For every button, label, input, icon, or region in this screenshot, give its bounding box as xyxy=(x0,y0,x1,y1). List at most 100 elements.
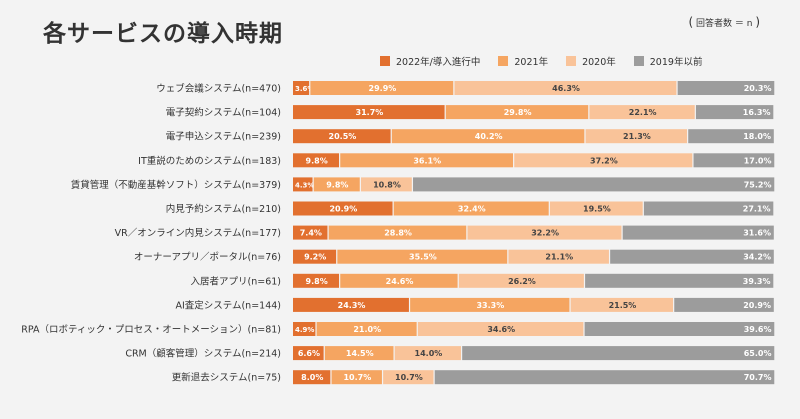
bar-segment-2019 xyxy=(434,370,775,385)
data-label: 10.8% xyxy=(373,180,401,189)
chart-legend: 2022年/導入進行中 2021年 2020年 2019年以前 xyxy=(380,54,720,68)
bar-segment-2020 xyxy=(394,346,461,361)
respondents-note: ( 回答者数 ＝ n ) xyxy=(688,15,760,29)
data-label: 70.7% xyxy=(744,373,772,382)
data-label: 24.3% xyxy=(338,301,366,310)
data-label: 19.5% xyxy=(583,205,611,214)
bar-segment-2022 xyxy=(293,153,340,168)
legend-label-2022: 2022年/導入進行中 xyxy=(396,57,481,68)
data-label: 28.8% xyxy=(384,229,412,238)
bar-segment-2019 xyxy=(585,273,774,288)
data-label: 21.0% xyxy=(353,325,381,334)
bar-segment-2020 xyxy=(467,225,622,240)
bar-segment-2020 xyxy=(417,322,584,336)
bar-segment-2020 xyxy=(508,249,609,264)
data-label: 17.0% xyxy=(744,156,772,165)
respondents-note-text: 回答者数 ＝ n xyxy=(696,19,753,29)
data-label: 4.9% xyxy=(295,326,314,334)
legend-swatch-2021 xyxy=(498,56,509,66)
category-label: IT重説のためのシステム(n=183) xyxy=(138,155,281,167)
bar-segment-2021 xyxy=(328,225,467,240)
data-label: 9.8% xyxy=(306,156,328,165)
data-label: 40.2% xyxy=(475,132,503,141)
bar-segment-2021 xyxy=(393,201,549,216)
data-label: 18.0% xyxy=(743,132,771,141)
bar-segment-2022 xyxy=(293,273,340,288)
bar-segment-2020 xyxy=(570,297,674,312)
bar-segment-2021 xyxy=(410,297,570,312)
bar-segment-2020 xyxy=(549,201,643,216)
bar-segment-2019 xyxy=(413,177,775,192)
data-label: 39.6% xyxy=(744,325,772,334)
data-label: 20.3% xyxy=(744,84,772,93)
data-label: 22.1% xyxy=(629,108,657,117)
data-label: 36.1% xyxy=(413,156,441,165)
category-label: CRM（顧客管理）システム(n=214) xyxy=(125,348,281,360)
category-label: ウェブ会議システム(n=470) xyxy=(156,83,281,95)
category-label: 内見予約システム(n=210) xyxy=(166,203,281,215)
category-label: 更新退去システム(n=75) xyxy=(172,372,281,384)
data-label: 14.0% xyxy=(415,349,443,358)
bar-segment-2020 xyxy=(454,81,677,95)
data-label: 24.6% xyxy=(386,277,414,286)
bar-segment-2022 xyxy=(293,105,445,120)
legend-label-2019: 2019年以前 xyxy=(649,57,703,68)
bar-segment-2021 xyxy=(324,346,394,361)
legend-item-2022: 2022年/導入進行中 xyxy=(380,54,480,68)
data-label: 65.0% xyxy=(744,349,772,358)
data-label: 39.3% xyxy=(743,277,771,286)
bar-segment-2021 xyxy=(310,81,454,95)
bar-segment-2019 xyxy=(695,105,774,120)
bar-segment-2022 xyxy=(293,81,310,95)
data-label: 37.2% xyxy=(590,156,618,165)
data-label: 31.6% xyxy=(743,229,771,238)
data-label: 9.2% xyxy=(304,253,326,262)
data-label: 29.9% xyxy=(369,84,397,93)
bar-segment-2021 xyxy=(313,177,360,192)
bar-segment-2019 xyxy=(677,81,775,95)
data-label: 21.1% xyxy=(545,253,573,262)
legend-label-2021: 2021年 xyxy=(514,57,549,68)
data-label: 21.3% xyxy=(623,132,651,141)
category-label: 電子契約システム(n=104) xyxy=(166,107,281,119)
bar-segment-2019 xyxy=(584,322,775,336)
bar-segment-2022 xyxy=(293,249,337,264)
bar-segment-2019 xyxy=(622,225,774,240)
data-label: 6.6% xyxy=(298,349,320,358)
data-label: 46.3% xyxy=(552,84,580,93)
data-label: 9.8% xyxy=(326,180,348,189)
data-label: 31.7% xyxy=(356,108,384,117)
data-label: 7.4% xyxy=(300,229,322,238)
bar-segment-2021 xyxy=(316,322,417,336)
bar-segment-2020 xyxy=(458,273,584,288)
bar-segment-2022 xyxy=(293,177,313,192)
bar-segment-2021 xyxy=(391,129,585,144)
bar-segment-2022 xyxy=(293,297,409,312)
data-label: 16.3% xyxy=(743,108,771,117)
data-label: 8.0% xyxy=(301,373,323,382)
bar-segment-2021 xyxy=(340,153,514,168)
bar-segment-2022 xyxy=(293,201,393,216)
data-label: 27.1% xyxy=(743,205,771,214)
category-label: 電子申込システム(n=239) xyxy=(166,131,281,143)
legend-label-2020: 2020年 xyxy=(582,57,616,68)
legend-swatch-2022 xyxy=(380,56,390,66)
bar-segment-2020 xyxy=(360,177,412,192)
data-label: 21.5% xyxy=(609,301,637,310)
bar-segment-2021 xyxy=(445,105,589,120)
bar-segment-2022 xyxy=(293,225,328,240)
legend-item-2021: 2021年 xyxy=(498,54,548,68)
legend-swatch-2020 xyxy=(566,56,577,66)
data-label: 10.7% xyxy=(395,373,423,382)
data-label: 32.2% xyxy=(531,229,559,238)
bar-segment-2021 xyxy=(340,273,458,288)
data-label: 3.6% xyxy=(295,85,314,93)
data-label: 4.3% xyxy=(295,181,314,189)
bar-segment-2021 xyxy=(331,370,382,385)
bar-segment-2020 xyxy=(383,370,434,385)
bar-segment-2021 xyxy=(337,249,508,264)
bar-segment-2022 xyxy=(293,370,331,385)
data-label: 33.3% xyxy=(476,301,504,310)
category-label: 賃貸管理（不動産基幹ソフト）システム(n=379) xyxy=(71,179,281,191)
